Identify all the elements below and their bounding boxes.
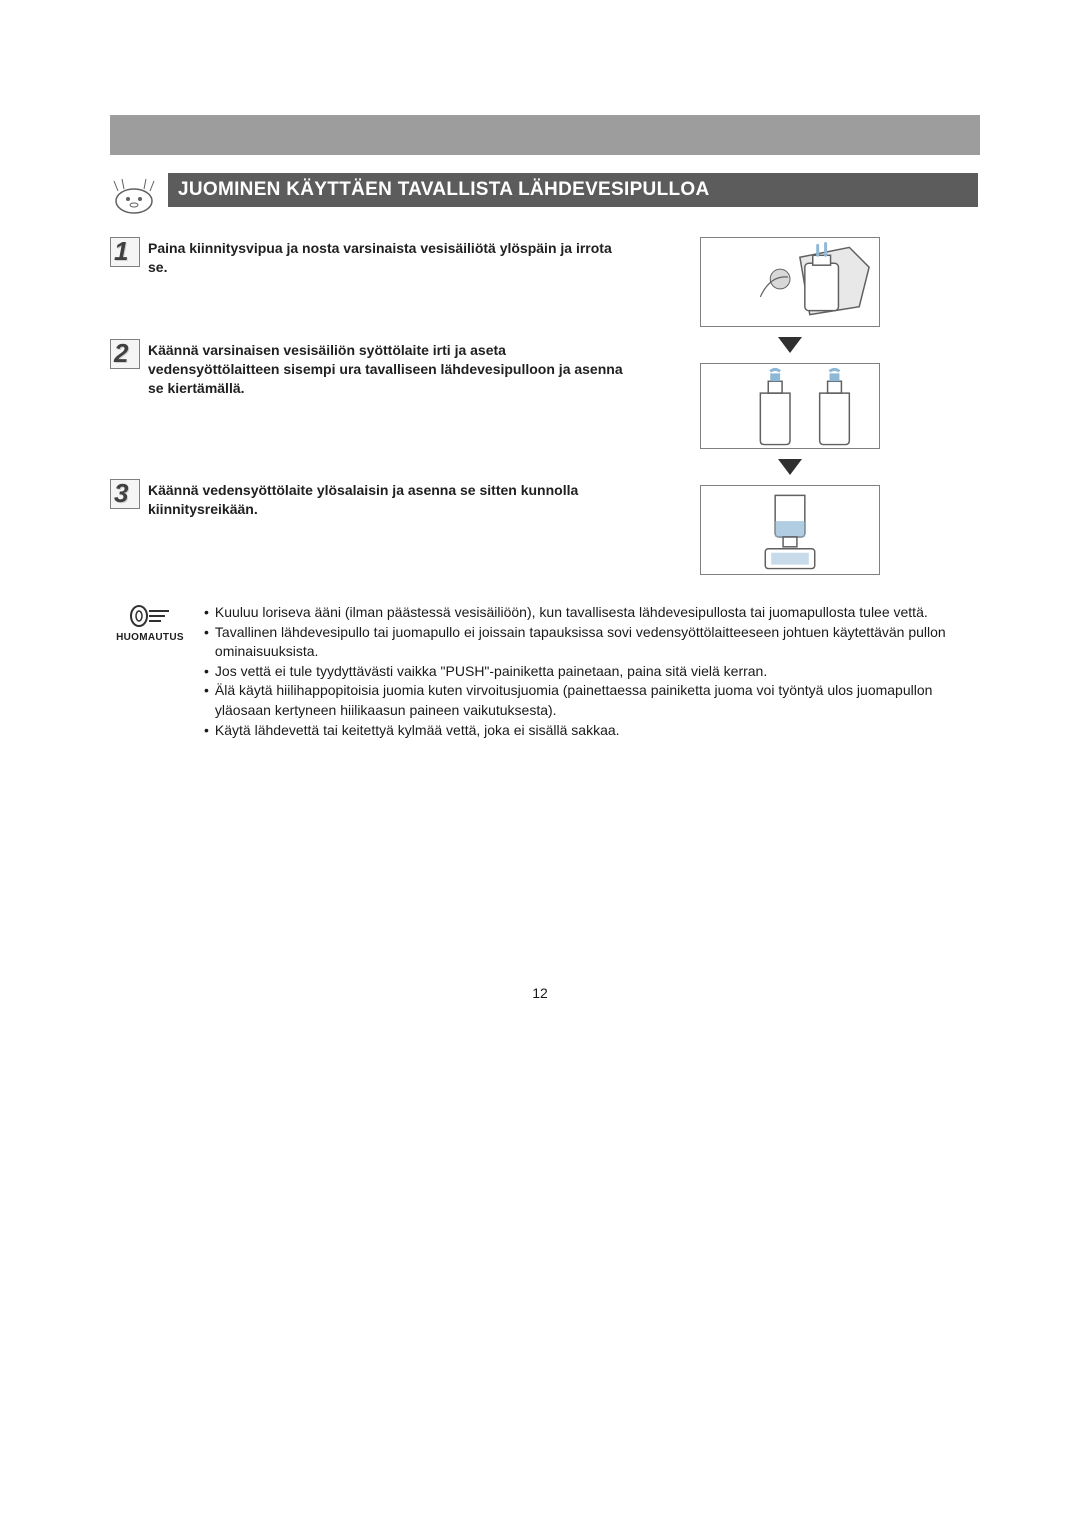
page-title: JUOMINEN KÄYTTÄEN TAVALLISTA LÄHDEVESIPU…	[168, 173, 978, 207]
step-text: Paina kiinnitysvipua ja nosta varsinaist…	[148, 237, 630, 277]
steps-column: 1 Paina kiinnitysvipua ja nosta varsinai…	[110, 237, 630, 519]
step-number-badge: 1	[110, 237, 140, 267]
step-text: Käännä vedensyöttölaite ylösalaisin ja a…	[148, 479, 630, 519]
note-item: •Älä käytä hiilihappopitoisia juomia kut…	[204, 681, 980, 720]
step-3: 3 Käännä vedensyöttölaite ylösalaisin ja…	[110, 479, 630, 519]
arrow-down-icon	[778, 459, 802, 475]
note-section: HUOMAUTUS •Kuuluu loriseva ääni (ilman p…	[110, 603, 980, 740]
illustration-column	[650, 237, 930, 575]
illustration-1	[700, 237, 880, 327]
illustration-2	[700, 363, 880, 449]
mascot-icon	[110, 173, 158, 215]
illustration-3	[700, 485, 880, 575]
step-number-badge: 2	[110, 339, 140, 369]
step-number-badge: 3	[110, 479, 140, 509]
header-gray-bar	[110, 115, 980, 155]
step-2: 2 Käännä varsinaisen vesisäiliön syöttöl…	[110, 339, 630, 398]
step-1: 1 Paina kiinnitysvipua ja nosta varsinai…	[110, 237, 630, 277]
note-label: HUOMAUTUS	[116, 632, 184, 643]
note-item: •Käytä lähdevettä tai keitettyä kylmää v…	[204, 721, 980, 741]
note-item: •Tavallinen lähdevesipullo tai juomapull…	[204, 623, 980, 662]
note-item: •Kuuluu loriseva ääni (ilman päästessä v…	[204, 603, 980, 623]
step-text: Käännä varsinaisen vesisäiliön syöttölai…	[148, 339, 630, 398]
note-item: •Jos vettä ei tule tyydyttävästi vaikka …	[204, 662, 980, 682]
note-list: •Kuuluu loriseva ääni (ilman päästessä v…	[204, 603, 980, 740]
title-row: JUOMINEN KÄYTTÄEN TAVALLISTA LÄHDEVESIPU…	[110, 173, 980, 215]
arrow-down-icon	[778, 337, 802, 353]
note-icon	[129, 603, 171, 629]
page-number: 12	[0, 985, 1080, 1001]
